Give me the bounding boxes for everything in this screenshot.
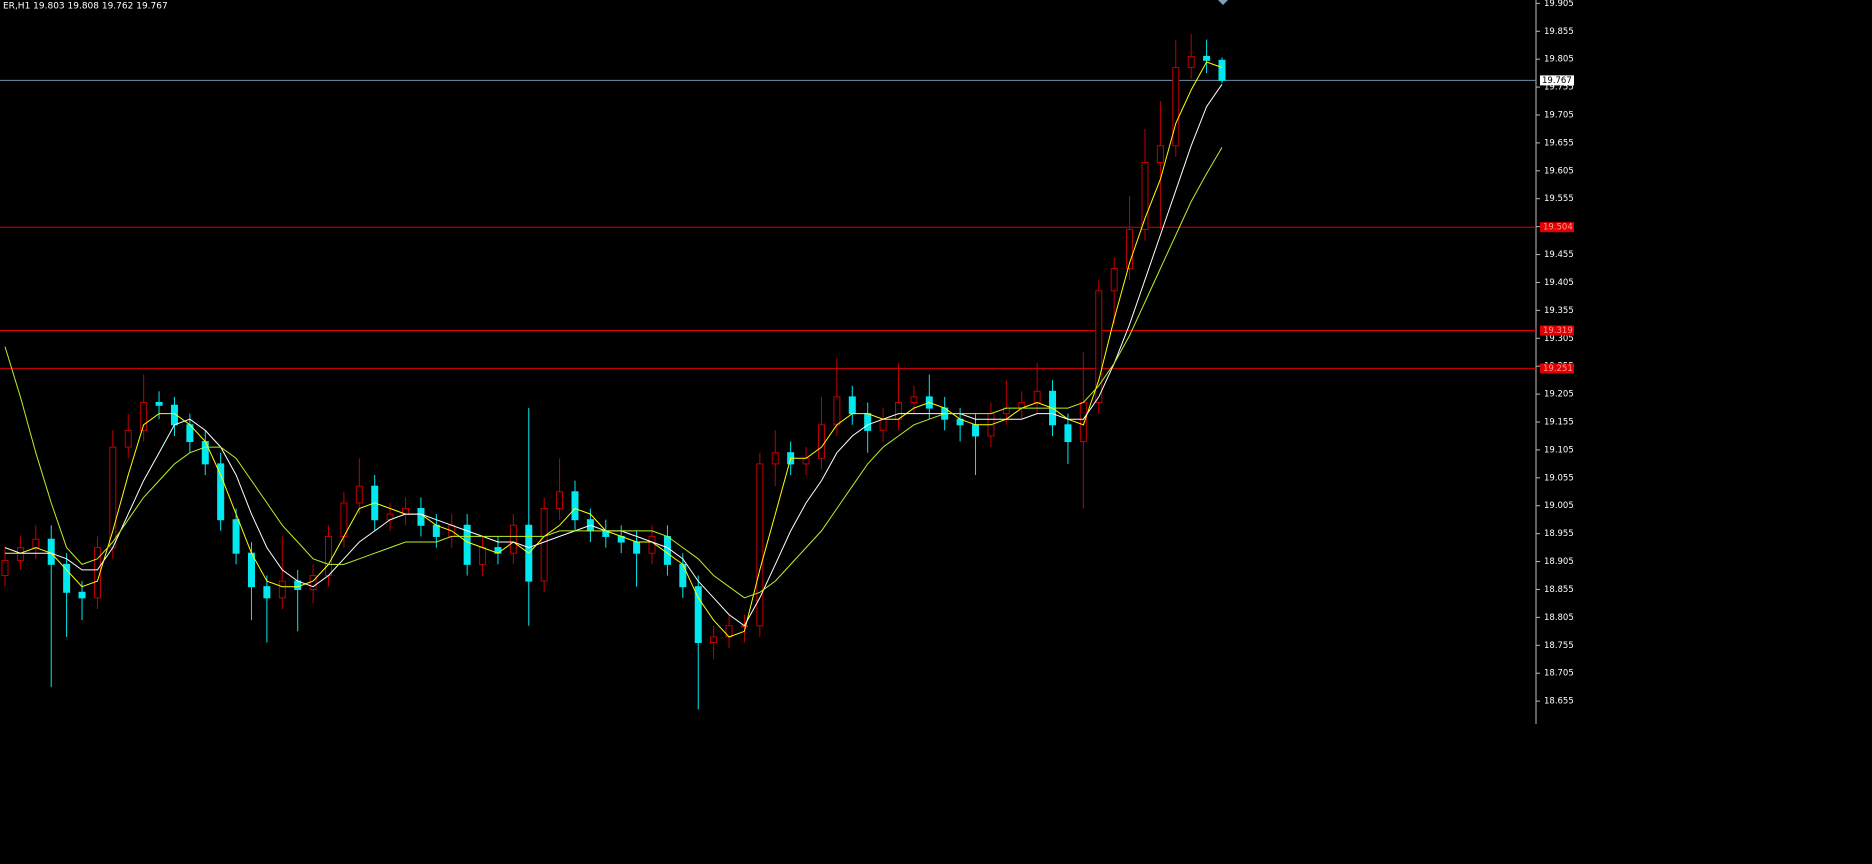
level-label: 19.251 [1543,364,1573,374]
candle-body [1172,67,1180,147]
y-tick-label: 18.855 [1544,585,1574,595]
candle-body [1033,390,1041,403]
y-tick-label: 19.605 [1544,166,1574,176]
y-tick-label: 19.805 [1544,55,1574,65]
candle-body [325,535,333,577]
y-tick-label: 19.205 [1544,390,1574,400]
candle-body [910,396,918,403]
y-tick-label: 19.005 [1544,501,1574,511]
candle-body [1064,424,1072,443]
level-label: 19.319 [1543,326,1573,336]
y-tick-label: 18.955 [1544,529,1574,539]
candle-body [1,559,9,577]
candle-body [710,636,718,644]
candle-body [879,418,887,431]
candle-body [1187,55,1195,69]
chart-title: ER,H1 19.803 19.808 19.762 19.767 [3,2,168,12]
candle-body [756,463,764,627]
candle-body [309,575,317,590]
level-label-box [1540,363,1574,374]
candle-body [124,429,132,448]
candle-body [463,524,471,565]
level-label: 19.504 [1543,223,1573,233]
y-tick-label: 19.755 [1544,83,1574,93]
candle-body [1141,161,1149,230]
candle-body [802,457,810,465]
y-tick-label: 19.855 [1544,27,1574,37]
y-tick-label: 19.555 [1544,194,1574,204]
level-label-box [1540,325,1574,336]
candle-body [571,491,579,521]
candle-body [109,446,117,549]
candle-body [47,538,55,565]
candle-body [417,508,425,526]
candle-body [1126,228,1134,269]
y-tick-label: 19.705 [1544,110,1574,120]
y-tick-label: 19.355 [1544,306,1574,316]
candle-body [848,396,856,415]
candle-body [340,502,348,537]
y-tick-label: 18.905 [1544,557,1574,567]
candle-body [864,413,872,431]
candle-body [833,396,841,426]
candle-body [663,535,671,565]
candle-body [278,580,286,599]
candle-body [694,586,702,644]
y-tick-label: 19.105 [1544,445,1574,455]
candle-body [894,401,902,420]
candle-body [63,563,71,593]
candle-body [1110,267,1118,292]
candle-body [771,452,779,465]
candle-body [648,535,656,554]
y-tick-label: 19.905 [1544,0,1574,9]
y-tick-label: 19.455 [1544,250,1574,260]
candle-body [1095,290,1103,403]
candle-body [540,508,548,582]
candle-body [432,524,440,537]
candle-body [1218,59,1226,81]
candle-body [247,552,255,588]
candle-body [1156,145,1164,163]
level-label-box [1540,222,1574,233]
candle-body [556,491,564,510]
candle-body [140,401,148,431]
candle-body [1079,401,1087,443]
candle-body [263,586,271,599]
y-tick-label: 18.655 [1544,697,1574,707]
candle-body [232,519,240,554]
last-price-box [1540,75,1574,86]
y-tick-label: 19.655 [1544,138,1574,148]
scroll-marker [1218,0,1228,5]
candle-body [155,401,163,406]
candle-body [509,524,517,554]
candle-body [217,463,225,521]
y-tick-label: 19.055 [1544,473,1574,483]
y-tick-label: 18.805 [1544,613,1574,623]
y-tick-label: 19.305 [1544,334,1574,344]
candle-body [817,424,825,459]
candle-body [78,591,86,599]
candle-body [16,547,24,561]
y-tick-label: 19.155 [1544,418,1574,428]
candle-body [1203,55,1211,61]
candle-body [32,538,40,549]
last-price-label: 19.767 [1542,76,1572,86]
candle-body [355,485,363,504]
candle-body [479,547,487,565]
y-tick-label: 18.755 [1544,641,1574,651]
y-tick-label: 19.405 [1544,278,1574,288]
candle-body [679,563,687,588]
candle-body [633,541,641,554]
moving-average-line [4,147,1223,599]
candle-body [972,424,980,437]
y-tick-label: 18.705 [1544,669,1574,679]
